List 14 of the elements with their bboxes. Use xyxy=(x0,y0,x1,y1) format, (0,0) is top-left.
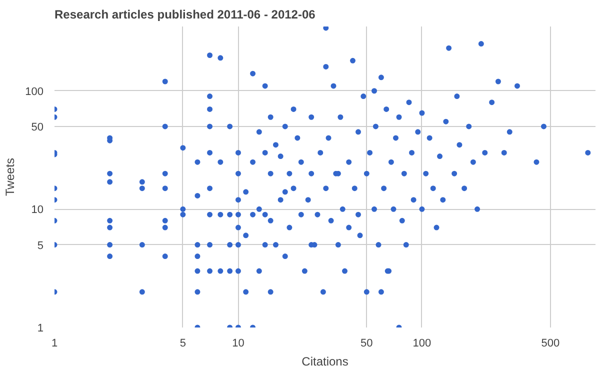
y-tick-label: 100 xyxy=(25,86,44,98)
y-tick-label: 5 xyxy=(37,240,44,252)
chart-title: Research articles published 2011-06 - 2012-06 xyxy=(54,8,316,22)
x-tick-label: 10 xyxy=(232,338,244,350)
y-tick-label: 10 xyxy=(31,204,44,216)
x-tick-label: 50 xyxy=(360,338,373,350)
y-tick-label: 50 xyxy=(31,121,44,134)
x-axis-title: Citations xyxy=(302,354,348,368)
y-axis-title: Tweets xyxy=(3,158,18,196)
x-tick-label: 5 xyxy=(180,338,186,350)
y-tick-label: 1 xyxy=(37,322,44,334)
x-tick-label: 500 xyxy=(541,338,560,350)
x-tick-label: 1 xyxy=(51,338,58,350)
x-tick-label: 100 xyxy=(412,338,432,350)
